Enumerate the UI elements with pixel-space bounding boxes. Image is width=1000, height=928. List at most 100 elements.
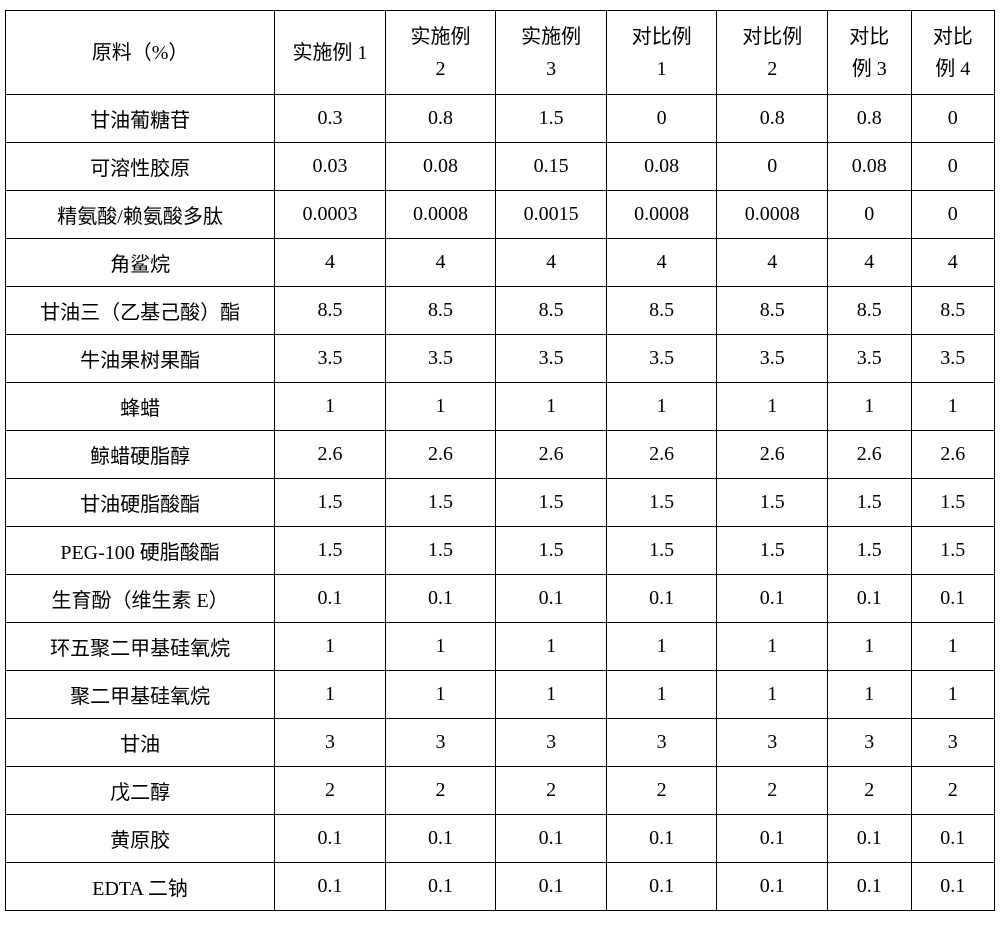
cell-value: 2 bbox=[496, 767, 607, 815]
cell-value: 1 bbox=[911, 671, 995, 719]
header-col-6: 对比例 3 bbox=[828, 11, 911, 95]
cell-value: 0.1 bbox=[385, 575, 496, 623]
cell-value: 2 bbox=[911, 767, 995, 815]
cell-value: 1 bbox=[496, 623, 607, 671]
row-label: 生育酚（维生素 E） bbox=[6, 575, 275, 623]
table-row: 聚二甲基硅氧烷1111111 bbox=[6, 671, 995, 719]
cell-value: 8.5 bbox=[496, 287, 607, 335]
cell-value: 1 bbox=[828, 383, 911, 431]
cell-value: 8.5 bbox=[828, 287, 911, 335]
cell-value: 0.0008 bbox=[606, 191, 717, 239]
header-col-7: 对比例 4 bbox=[911, 11, 995, 95]
cell-value: 1 bbox=[275, 623, 386, 671]
row-label: EDTA 二钠 bbox=[6, 863, 275, 911]
cell-value: 0.1 bbox=[496, 575, 607, 623]
row-label: 环五聚二甲基硅氧烷 bbox=[6, 623, 275, 671]
cell-value: 2 bbox=[828, 767, 911, 815]
cell-value: 0.1 bbox=[828, 863, 911, 911]
cell-value: 1 bbox=[606, 623, 717, 671]
cell-value: 1.5 bbox=[911, 479, 995, 527]
cell-value: 3.5 bbox=[911, 335, 995, 383]
cell-value: 1.5 bbox=[385, 479, 496, 527]
table-body: 甘油葡糖苷0.30.81.500.80.80可溶性胶原0.030.080.150… bbox=[6, 95, 995, 911]
cell-value: 3.5 bbox=[496, 335, 607, 383]
table-row: 蜂蜡1111111 bbox=[6, 383, 995, 431]
cell-value: 0.15 bbox=[496, 143, 607, 191]
cell-value: 2 bbox=[606, 767, 717, 815]
row-label: 戊二醇 bbox=[6, 767, 275, 815]
cell-value: 1.5 bbox=[275, 479, 386, 527]
row-label: 甘油 bbox=[6, 719, 275, 767]
cell-value: 1 bbox=[496, 671, 607, 719]
cell-value: 0.0003 bbox=[275, 191, 386, 239]
cell-value: 0.1 bbox=[606, 815, 717, 863]
cell-value: 0.03 bbox=[275, 143, 386, 191]
cell-value: 0.8 bbox=[385, 95, 496, 143]
cell-value: 1.5 bbox=[717, 479, 828, 527]
cell-value: 0.1 bbox=[496, 815, 607, 863]
cell-value: 0 bbox=[911, 191, 995, 239]
header-col-2: 实施例2 bbox=[385, 11, 496, 95]
cell-value: 4 bbox=[717, 239, 828, 287]
cell-value: 4 bbox=[496, 239, 607, 287]
table-row: 戊二醇2222222 bbox=[6, 767, 995, 815]
cell-value: 0 bbox=[911, 143, 995, 191]
cell-value: 2.6 bbox=[717, 431, 828, 479]
row-label: 甘油硬脂酸酯 bbox=[6, 479, 275, 527]
cell-value: 0 bbox=[911, 95, 995, 143]
row-label: 可溶性胶原 bbox=[6, 143, 275, 191]
cell-value: 2.6 bbox=[828, 431, 911, 479]
header-col-5: 对比例2 bbox=[717, 11, 828, 95]
cell-value: 0.3 bbox=[275, 95, 386, 143]
cell-value: 3 bbox=[496, 719, 607, 767]
cell-value: 0.1 bbox=[385, 863, 496, 911]
ingredients-table: 原料（%） 实施例 1 实施例2 实施例3 对比例1 对比例2 对比例 3 对比… bbox=[5, 10, 995, 911]
cell-value: 0.0008 bbox=[717, 191, 828, 239]
cell-value: 0.1 bbox=[606, 575, 717, 623]
cell-value: 1.5 bbox=[828, 479, 911, 527]
cell-value: 0 bbox=[606, 95, 717, 143]
cell-value: 0.1 bbox=[496, 863, 607, 911]
cell-value: 0.1 bbox=[275, 863, 386, 911]
cell-value: 1.5 bbox=[606, 527, 717, 575]
cell-value: 0.1 bbox=[275, 575, 386, 623]
table-row: EDTA 二钠0.10.10.10.10.10.10.1 bbox=[6, 863, 995, 911]
cell-value: 1.5 bbox=[717, 527, 828, 575]
table-row: 角鲨烷4444444 bbox=[6, 239, 995, 287]
cell-value: 1.5 bbox=[496, 527, 607, 575]
cell-value: 0 bbox=[828, 191, 911, 239]
table-row: 环五聚二甲基硅氧烷1111111 bbox=[6, 623, 995, 671]
cell-value: 3 bbox=[385, 719, 496, 767]
cell-value: 8.5 bbox=[385, 287, 496, 335]
cell-value: 3 bbox=[606, 719, 717, 767]
cell-value: 2.6 bbox=[275, 431, 386, 479]
cell-value: 3.5 bbox=[828, 335, 911, 383]
table-row: 可溶性胶原0.030.080.150.0800.080 bbox=[6, 143, 995, 191]
row-label: 鲸蜡硬脂醇 bbox=[6, 431, 275, 479]
cell-value: 4 bbox=[911, 239, 995, 287]
cell-value: 0.0015 bbox=[496, 191, 607, 239]
cell-value: 0.1 bbox=[717, 815, 828, 863]
cell-value: 8.5 bbox=[911, 287, 995, 335]
cell-value: 0.1 bbox=[911, 815, 995, 863]
cell-value: 1 bbox=[828, 623, 911, 671]
header-col-3: 实施例3 bbox=[496, 11, 607, 95]
cell-value: 8.5 bbox=[717, 287, 828, 335]
cell-value: 3 bbox=[275, 719, 386, 767]
row-label: 牛油果树果酯 bbox=[6, 335, 275, 383]
cell-value: 1.5 bbox=[911, 527, 995, 575]
row-label: 甘油葡糖苷 bbox=[6, 95, 275, 143]
header-first: 原料（%） bbox=[6, 11, 275, 95]
cell-value: 3.5 bbox=[385, 335, 496, 383]
cell-value: 3.5 bbox=[606, 335, 717, 383]
row-label: 蜂蜡 bbox=[6, 383, 275, 431]
cell-value: 0.8 bbox=[828, 95, 911, 143]
cell-value: 0 bbox=[717, 143, 828, 191]
cell-value: 2.6 bbox=[911, 431, 995, 479]
cell-value: 1 bbox=[717, 623, 828, 671]
cell-value: 3 bbox=[828, 719, 911, 767]
table-row: 甘油3333333 bbox=[6, 719, 995, 767]
cell-value: 1 bbox=[496, 383, 607, 431]
row-label: 黄原胶 bbox=[6, 815, 275, 863]
cell-value: 2.6 bbox=[496, 431, 607, 479]
